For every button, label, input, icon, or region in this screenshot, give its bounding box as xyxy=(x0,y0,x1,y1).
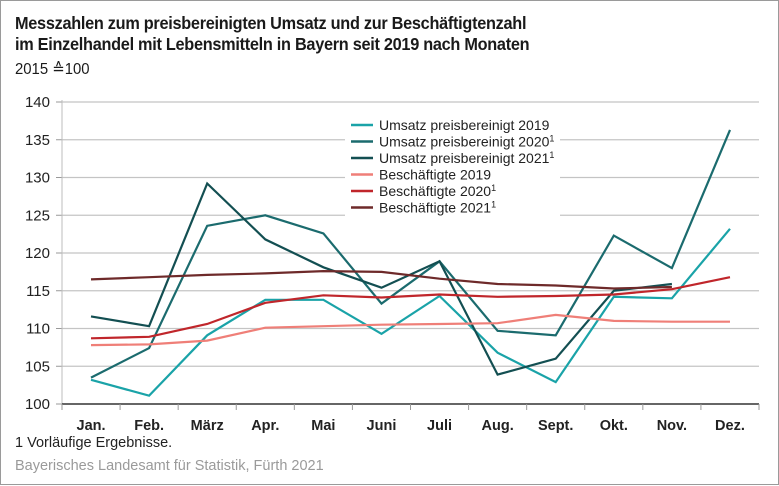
legend-label-text: Umsatz preisbereinigt 2019 xyxy=(379,117,550,133)
y-tick-label: 105 xyxy=(25,358,50,375)
footnote: 1 Vorläufige Ergebnisse. xyxy=(15,435,172,451)
legend-label-text: Beschäftigte 2020 xyxy=(379,183,491,199)
legend-label: Beschäftigte 20211 xyxy=(379,200,496,216)
source-note: Bayerisches Landesamt für Statistik, Für… xyxy=(15,458,324,474)
legend-label-text: Umsatz preisbereinigt 2021 xyxy=(379,150,550,166)
x-tick-label: März xyxy=(191,418,224,434)
legend-footnote-marker: 1 xyxy=(491,200,496,210)
series-line-beschaeftigte-2019 xyxy=(91,315,730,345)
legend-footnote-marker: 1 xyxy=(549,134,554,144)
legend-label-text: Umsatz preisbereinigt 2020 xyxy=(379,134,550,150)
x-tick-label: Nov. xyxy=(657,418,687,434)
legend-label: Umsatz preisbereinigt 20211 xyxy=(379,150,554,166)
y-tick-label: 135 xyxy=(25,132,50,149)
y-tick-label: 100 xyxy=(25,396,50,413)
x-tick-label: Juli xyxy=(427,418,452,434)
legend-label: Beschäftigte 20201 xyxy=(379,183,496,199)
x-tick-label: Mai xyxy=(311,418,335,434)
legend-footnote-marker: 1 xyxy=(491,183,496,193)
y-tick-label: 115 xyxy=(26,283,50,300)
x-tick-label: Aug. xyxy=(482,418,514,434)
legend-label-text: Beschäftigte 2021 xyxy=(379,200,491,216)
y-axis: 100 105 110 115 120 125 130 135 140 xyxy=(25,94,62,413)
x-tick-label: Juni xyxy=(367,418,397,434)
x-tick-label: Okt. xyxy=(600,418,628,434)
x-tick-label: Jan. xyxy=(77,418,106,434)
y-tick-label: 140 xyxy=(25,94,50,111)
x-axis: Jan. Feb. März Apr. Mai Juni Juli Aug. Sept. Okt.… xyxy=(62,404,759,434)
x-tick-label: Sept. xyxy=(538,418,573,434)
legend-footnote-marker: 1 xyxy=(549,150,554,160)
y-tick-label: 110 xyxy=(26,321,50,338)
y-tick-label: 120 xyxy=(25,245,50,262)
y-tick-label: 125 xyxy=(25,207,50,224)
x-tick-label: Dez. xyxy=(715,418,745,434)
x-tick-label: Feb. xyxy=(134,418,164,434)
legend-label: Umsatz preisbereinigt 2019 xyxy=(379,117,550,133)
series-line-umsatz-preisbereinigt-2019 xyxy=(91,229,730,396)
legend-label: Beschäftigte 2019 xyxy=(379,167,491,183)
x-tick-label: Apr. xyxy=(251,418,279,434)
legend-label: Umsatz preisbereinigt 20201 xyxy=(379,134,554,150)
y-tick-label: 130 xyxy=(25,170,50,187)
legend-label-text: Beschäftigte 2019 xyxy=(379,167,491,183)
